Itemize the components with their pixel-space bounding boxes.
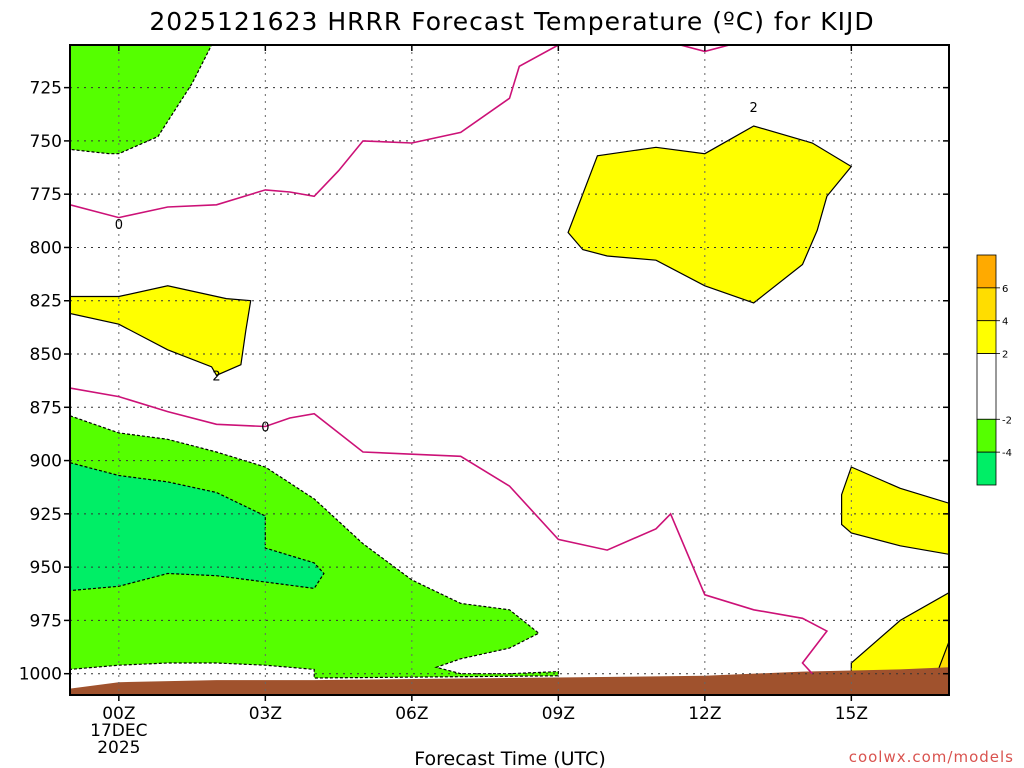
x-tick-label: 00Z (102, 704, 135, 724)
plot-fills (70, 45, 949, 695)
colorbar-label: 2 (1002, 350, 1008, 361)
colorbar-bin (976, 287, 997, 322)
colorbar-label: -4 (1002, 448, 1012, 459)
y-tick-label: 900 (30, 452, 62, 472)
x-tick-label: 09Z (542, 704, 575, 724)
y-tick-label: 950 (30, 558, 62, 578)
y-tick-label: 775 (30, 185, 62, 205)
colorbar-bin (976, 320, 997, 354)
colorbar-bin (976, 254, 997, 289)
zero-degree-line (680, 45, 730, 53)
x-tick-label: 06Z (395, 704, 428, 724)
x-tick-label: 03Z (249, 704, 282, 724)
colorbar-bin (976, 451, 997, 486)
ground-area (70, 667, 949, 695)
colorbar-label: 4 (1002, 317, 1008, 328)
y-tick-label: 750 (30, 132, 62, 152)
colorbar-bin (976, 353, 997, 420)
zero-degree-line (70, 45, 559, 219)
contour-label: 0 (261, 420, 269, 435)
zero-degree-line (70, 387, 829, 675)
contour-label: 2 (212, 369, 220, 384)
plot-lines: 0 0 2 2 (70, 45, 829, 675)
colorbar-label: 6 (1002, 284, 1008, 295)
x-tick-label: 12Z (688, 704, 721, 724)
contour-label: 0 (115, 218, 123, 233)
temperature-region-2 (567, 125, 853, 304)
y-tick-label: 1000 (19, 665, 62, 685)
temperature-region-0 (70, 45, 213, 155)
temperature-region-3 (70, 415, 559, 679)
y-tick-label: 875 (30, 398, 62, 418)
colorbar-legend: 6 4 2 -2 -4 (976, 254, 1012, 486)
y-tick-label: 825 (30, 292, 62, 312)
colorbar-label: -2 (1002, 415, 1012, 426)
y-tick-label: 725 (30, 79, 62, 99)
plot-border (69, 44, 950, 696)
credit-text[interactable]: coolwx.com/models (849, 748, 1014, 766)
temperature-region-1 (70, 285, 252, 377)
x-tick-label: 15Z (835, 704, 868, 724)
y-tick-label: 800 (30, 238, 62, 258)
y-axis: 725 750 775 800 825 850 875 900 925 950 975 1000 (19, 79, 949, 685)
plot-frame (69, 44, 950, 696)
contour-label: 2 (750, 101, 758, 116)
y-tick-label: 925 (30, 505, 62, 525)
x-tick-label: 17DEC (90, 721, 147, 741)
y-tick-label: 975 (30, 611, 62, 631)
x-tick-label: 2025 (97, 738, 140, 758)
temperature-region-4 (70, 462, 325, 592)
colorbar-bin (976, 418, 997, 453)
temperature-region-5 (840, 466, 949, 685)
y-tick-label: 850 (30, 345, 62, 365)
x-axis-title: Forecast Time (UTC) (414, 748, 605, 768)
chart-title: 2025121623 HRRR Forecast Temperature (ºC… (149, 7, 874, 36)
